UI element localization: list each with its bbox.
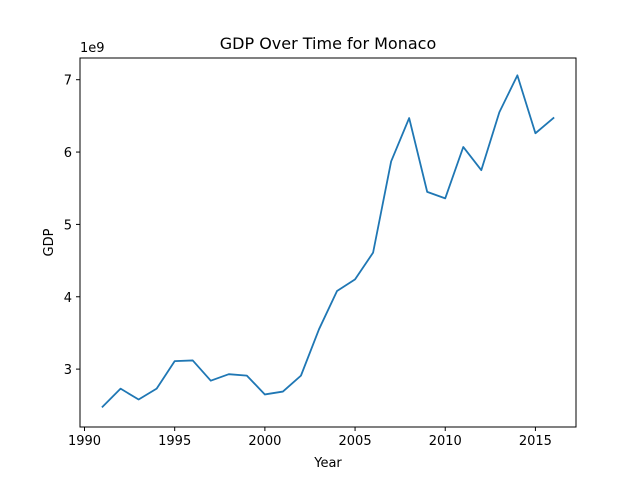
- y-tick-label: 4: [64, 291, 72, 306]
- x-axis-label: Year: [313, 456, 342, 471]
- y-axis-label: GDP: [42, 228, 57, 256]
- chart-title: GDP Over Time for Monaco: [220, 34, 436, 53]
- x-tick-label: 1995: [158, 434, 191, 449]
- y-tick-label: 3: [64, 363, 72, 378]
- series-layer: [101, 74, 555, 409]
- x-axis-ticks: 1990 1995 2000 2005 2010 2015: [68, 427, 552, 449]
- plot-frame: [79, 57, 577, 428]
- y-tick-label: 5: [64, 218, 72, 233]
- x-tick-label: 2015: [519, 434, 552, 449]
- y-tick-label: 6: [64, 146, 72, 161]
- y-tick-label: 7: [64, 74, 72, 89]
- x-tick-label: 1990: [68, 434, 101, 449]
- x-tick-label: 2010: [429, 434, 462, 449]
- y-axis-ticks: 3 4 5 6 7: [64, 74, 80, 378]
- y-scale-label: 1e9: [80, 41, 105, 56]
- gdp-series-line: [101, 74, 555, 409]
- plot-area: [80, 58, 576, 427]
- x-tick-label: 2000: [248, 434, 281, 449]
- x-tick-label: 2005: [339, 434, 372, 449]
